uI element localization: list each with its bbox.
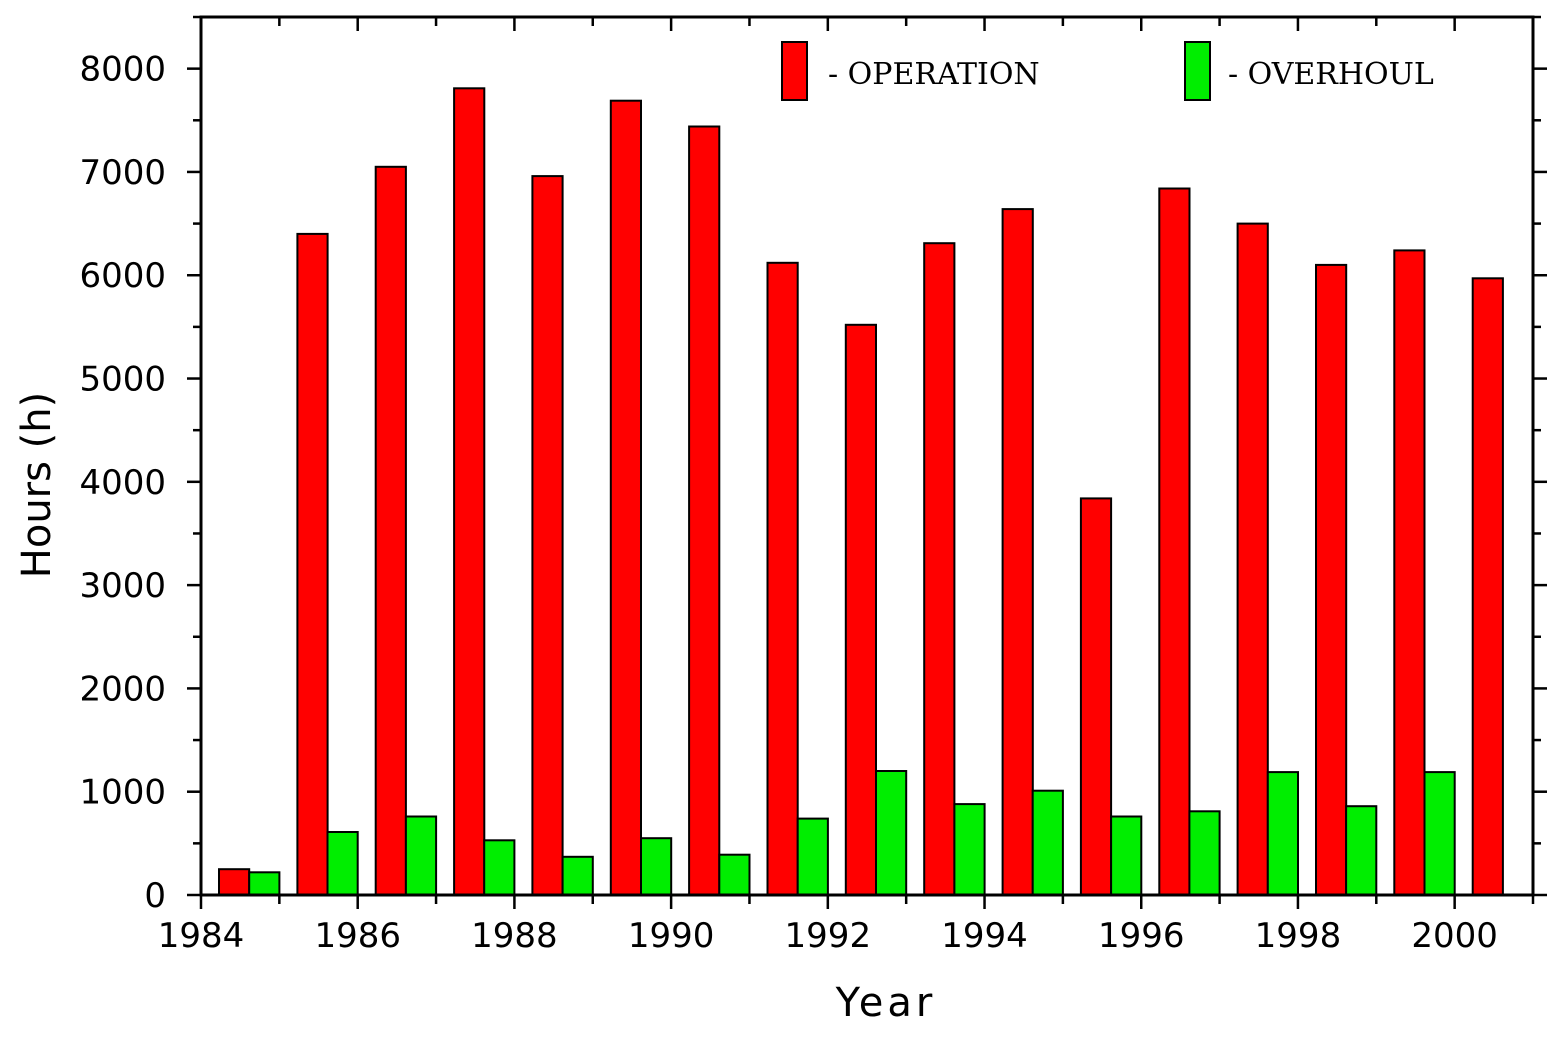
bar-operation-1986 <box>296 232 329 896</box>
bar-operation-1988 <box>453 87 486 897</box>
y-axis-title: Hours (h) <box>14 392 60 578</box>
y-tick-label: 8000 <box>79 50 166 90</box>
bar-operation-1990 <box>609 99 642 896</box>
bar-overhoul-1998 <box>1266 771 1300 896</box>
y-tick-label: 1000 <box>79 773 166 813</box>
legend-label-operation: - OPERATION <box>828 57 1040 92</box>
y-tick-label: 3000 <box>79 566 166 606</box>
bar-operation-1989 <box>531 175 564 897</box>
bar-overhoul-1999 <box>1345 805 1378 897</box>
bar-overhoul-1985 <box>248 871 281 896</box>
bar-operation-1995 <box>1001 208 1034 897</box>
y-tick-label: 5000 <box>79 360 166 400</box>
bar-operation-1987 <box>374 165 407 897</box>
x-tick-label: 1998 <box>1255 916 1342 956</box>
tick-labels-layer: 0 1000 2000 3000 4000 5000 6000 7000 8000 1984 198… <box>79 50 1497 956</box>
legend-swatch-operation <box>781 41 808 101</box>
bar-operation-1996 <box>1079 497 1113 896</box>
x-tick-label: 2000 <box>1411 916 1498 956</box>
bar-overhoul-1996 <box>1110 815 1143 896</box>
x-tick-label: 1996 <box>1098 916 1185 956</box>
bar-operation-2001 <box>1471 277 1504 896</box>
x-tick-label: 1986 <box>314 916 401 956</box>
bar-operation-1992 <box>766 261 799 896</box>
bar-overhoul-1994 <box>953 803 986 896</box>
y-tick-label: 0 <box>144 876 166 916</box>
bar-overhoul-1993 <box>875 770 908 896</box>
y-tick-label: 2000 <box>79 669 166 709</box>
x-tick-label: 1988 <box>471 916 558 956</box>
x-axis-title: Year <box>835 980 937 1026</box>
ticks-layer <box>187 15 1547 909</box>
bar-overhoul-1986 <box>326 831 359 896</box>
bar-operation-1999 <box>1315 263 1348 896</box>
legend-label-overhoul: - OVERHOUL <box>1228 57 1434 92</box>
bar-overhoul-1995 <box>1031 789 1064 897</box>
bar-operation-1997 <box>1158 187 1191 896</box>
bar-overhoul-1991 <box>718 853 751 897</box>
bar-overhoul-1989 <box>561 855 594 896</box>
plot-frame <box>199 15 1535 897</box>
bar-operation-1991 <box>688 125 721 896</box>
bar-overhoul-1988 <box>483 839 516 896</box>
bar-overhoul-2000 <box>1423 771 1456 896</box>
x-tick-label: 1994 <box>941 916 1028 956</box>
bar-operation-1994 <box>923 242 956 896</box>
x-tick-label: 1990 <box>628 916 715 956</box>
bar-overhoul-1997 <box>1188 810 1221 896</box>
bars-layer <box>218 87 1504 897</box>
x-tick-label: 1992 <box>785 916 872 956</box>
bar-operation-1985 <box>218 868 251 897</box>
y-tick-label: 6000 <box>79 256 166 296</box>
y-tick-label: 4000 <box>79 463 166 503</box>
bar-operation-1993 <box>844 323 877 896</box>
bar-operation-2000 <box>1393 249 1426 896</box>
bar-overhoul-1992 <box>796 817 829 896</box>
x-tick-label: 1984 <box>158 916 245 956</box>
bar-operation-1998 <box>1236 222 1269 897</box>
y-tick-label: 7000 <box>79 153 166 193</box>
legend: - OPERATION - OVERHOUL <box>781 41 1434 101</box>
legend-swatch-overhoul <box>1184 41 1211 101</box>
bar-overhoul-1990 <box>640 837 673 897</box>
bar-overhoul-1987 <box>404 815 438 896</box>
